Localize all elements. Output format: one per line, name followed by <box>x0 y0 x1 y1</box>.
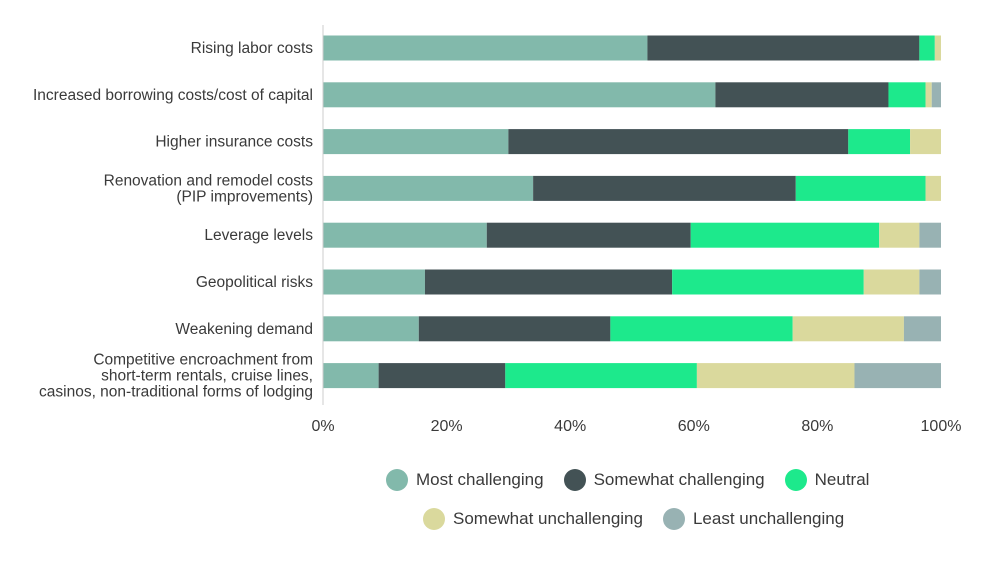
bar-segment-5-2 <box>486 222 691 248</box>
bar-segment-7-4 <box>792 316 904 342</box>
legend-item-somewhat-unchallenging: Somewhat unchallenging <box>423 508 643 530</box>
bar-segment-7-2 <box>418 316 611 342</box>
bar-segment-8-4 <box>696 363 855 389</box>
bar-segment-1-2 <box>647 35 920 61</box>
x-tick-label-6: 100% <box>921 418 962 435</box>
category-label-line: Geopolitical risks <box>196 274 313 291</box>
bar-segment-8-2 <box>378 363 506 389</box>
bar-segment-8-1 <box>323 363 379 389</box>
x-tick-labels: 0% 20% 40% 60% 80% 100% <box>311 418 961 435</box>
category-label-line: Weakening demand <box>175 321 313 338</box>
category-label-2: Increased borrowing costs/cost of capita… <box>33 87 313 104</box>
bar-segment-4-4 <box>925 175 941 201</box>
bar-segment-8-5 <box>854 363 941 389</box>
legend-swatch <box>784 469 807 491</box>
category-label-7: Weakening demand <box>175 321 313 338</box>
bar-segment-2-5 <box>931 82 941 108</box>
legend-row-2: Somewhat unchallenging Least unchallengi… <box>0 508 1000 530</box>
category-label-line: short-term rentals, cruise lines, <box>101 368 313 385</box>
bar-segment-7-5 <box>903 316 941 342</box>
bar-segment-2-3 <box>888 82 926 108</box>
bar-segment-6-4 <box>863 269 920 295</box>
legend-label: Least unchallenging <box>692 509 845 528</box>
bar-segment-3-1 <box>323 129 509 155</box>
legend-swatch <box>423 508 445 530</box>
x-tick-label-5: 80% <box>801 418 833 435</box>
category-label-6: Geopolitical risks <box>196 274 313 291</box>
bar-segment-7-3 <box>610 316 793 342</box>
bar-segment-2-2 <box>715 82 889 108</box>
legend-label: Somewhat unchallenging <box>453 509 643 528</box>
legend-label: Neutral <box>814 470 870 489</box>
bar-segment-6-2 <box>424 269 673 295</box>
stacked-bar-chart: Rising labor costs Increased borrowing co… <box>33 25 961 435</box>
legend-label: Somewhat challenging <box>593 470 765 489</box>
legend-item-somewhat-challenging: Somewhat challenging <box>563 469 765 491</box>
legend-item-most-challenging: Most challenging <box>386 469 544 491</box>
category-label-5: Leverage levels <box>204 227 313 244</box>
x-tick-label-4: 60% <box>678 418 710 435</box>
category-label-4: Renovation and remodel costs (PIP improve… <box>104 172 314 205</box>
legend-swatch <box>386 469 408 491</box>
category-label-line: Leverage levels <box>204 227 313 244</box>
bar-segment-2-4 <box>925 82 932 108</box>
bar-segment-2-1 <box>323 82 716 108</box>
category-label-line: casinos, non-traditional forms of lodgin… <box>39 384 313 401</box>
category-label-line: Competitive encroachment from <box>93 352 313 369</box>
bar-segment-5-1 <box>323 222 487 248</box>
category-labels: Rising labor costs Increased borrowing co… <box>33 40 313 401</box>
bar-segment-5-4 <box>879 222 920 248</box>
bar-segment-3-2 <box>508 129 849 155</box>
bar-segment-5-3 <box>690 222 880 248</box>
category-label-line: Renovation and remodel costs <box>104 172 314 189</box>
legend-item-least-unchallenging: Least unchallenging <box>662 508 845 530</box>
legend-row-1: Most challenging Somewhat challenging Ne… <box>0 469 1000 491</box>
x-tick-label-3: 40% <box>554 418 586 435</box>
legend-item-neutral: Neutral <box>784 469 870 491</box>
bar-segment-1-1 <box>323 35 648 61</box>
bar-segment-5-5 <box>919 222 941 248</box>
bar-segment-4-2 <box>533 175 796 201</box>
bar-segment-6-1 <box>323 269 425 295</box>
bar-segment-3-3 <box>848 129 911 155</box>
bar-segment-8-3 <box>505 363 697 389</box>
category-label-8: Competitive encroachment from short-term … <box>39 352 313 401</box>
bar-segment-4-1 <box>323 175 534 201</box>
category-label-line: Increased borrowing costs/cost of capita… <box>33 87 313 104</box>
category-label-line: (PIP improvements) <box>176 188 313 205</box>
bar-segment-3-4 <box>910 129 941 155</box>
legend-swatch <box>662 508 685 530</box>
category-label-line: Higher insurance costs <box>155 134 313 151</box>
legend-label: Most challenging <box>416 470 544 489</box>
bars-group <box>323 35 941 389</box>
bar-segment-6-5 <box>919 269 941 295</box>
category-label-1: Rising labor costs <box>191 40 314 57</box>
x-tick-label-1: 0% <box>311 418 334 435</box>
bar-segment-1-4 <box>934 35 941 61</box>
bar-segment-6-3 <box>672 269 864 295</box>
bar-segment-7-1 <box>323 316 419 342</box>
category-label-line: Rising labor costs <box>191 40 314 57</box>
category-label-3: Higher insurance costs <box>155 134 313 151</box>
x-tick-label-2: 20% <box>431 418 463 435</box>
legend-swatch <box>563 469 586 491</box>
bar-segment-4-3 <box>795 175 926 201</box>
bar-segment-1-3 <box>919 35 935 61</box>
